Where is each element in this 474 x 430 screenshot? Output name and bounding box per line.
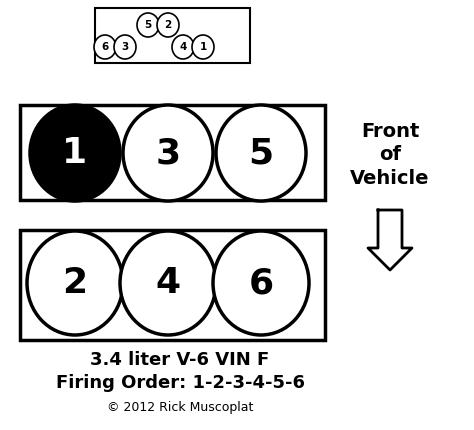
- Ellipse shape: [192, 35, 214, 59]
- Text: 6: 6: [101, 42, 109, 52]
- Ellipse shape: [30, 105, 120, 201]
- Ellipse shape: [123, 105, 213, 201]
- Text: © 2012 Rick Muscoplat: © 2012 Rick Muscoplat: [107, 402, 253, 415]
- Ellipse shape: [137, 13, 159, 37]
- Text: 4: 4: [155, 266, 181, 300]
- Text: 3: 3: [155, 136, 181, 170]
- Bar: [20, 230, 325, 340]
- Text: 2: 2: [63, 266, 88, 300]
- Text: 5: 5: [145, 20, 152, 30]
- Text: 2: 2: [164, 20, 172, 30]
- Bar: [20, 105, 325, 200]
- Text: 6: 6: [248, 266, 273, 300]
- Ellipse shape: [213, 231, 309, 335]
- Text: 4: 4: [179, 42, 187, 52]
- Text: 1: 1: [200, 42, 207, 52]
- Text: Firing Order: 1-2-3-4-5-6: Firing Order: 1-2-3-4-5-6: [55, 374, 305, 392]
- Ellipse shape: [114, 35, 136, 59]
- Bar: [95, 8, 250, 63]
- Text: 3: 3: [121, 42, 128, 52]
- Text: Front
of
Vehicle: Front of Vehicle: [350, 122, 430, 188]
- Ellipse shape: [157, 13, 179, 37]
- Ellipse shape: [120, 231, 216, 335]
- Polygon shape: [368, 210, 412, 270]
- Text: 3.4 liter V-6 VIN F: 3.4 liter V-6 VIN F: [91, 351, 270, 369]
- Text: 5: 5: [248, 136, 273, 170]
- Ellipse shape: [172, 35, 194, 59]
- Ellipse shape: [94, 35, 116, 59]
- Ellipse shape: [27, 231, 123, 335]
- Text: 1: 1: [63, 136, 88, 170]
- Ellipse shape: [216, 105, 306, 201]
